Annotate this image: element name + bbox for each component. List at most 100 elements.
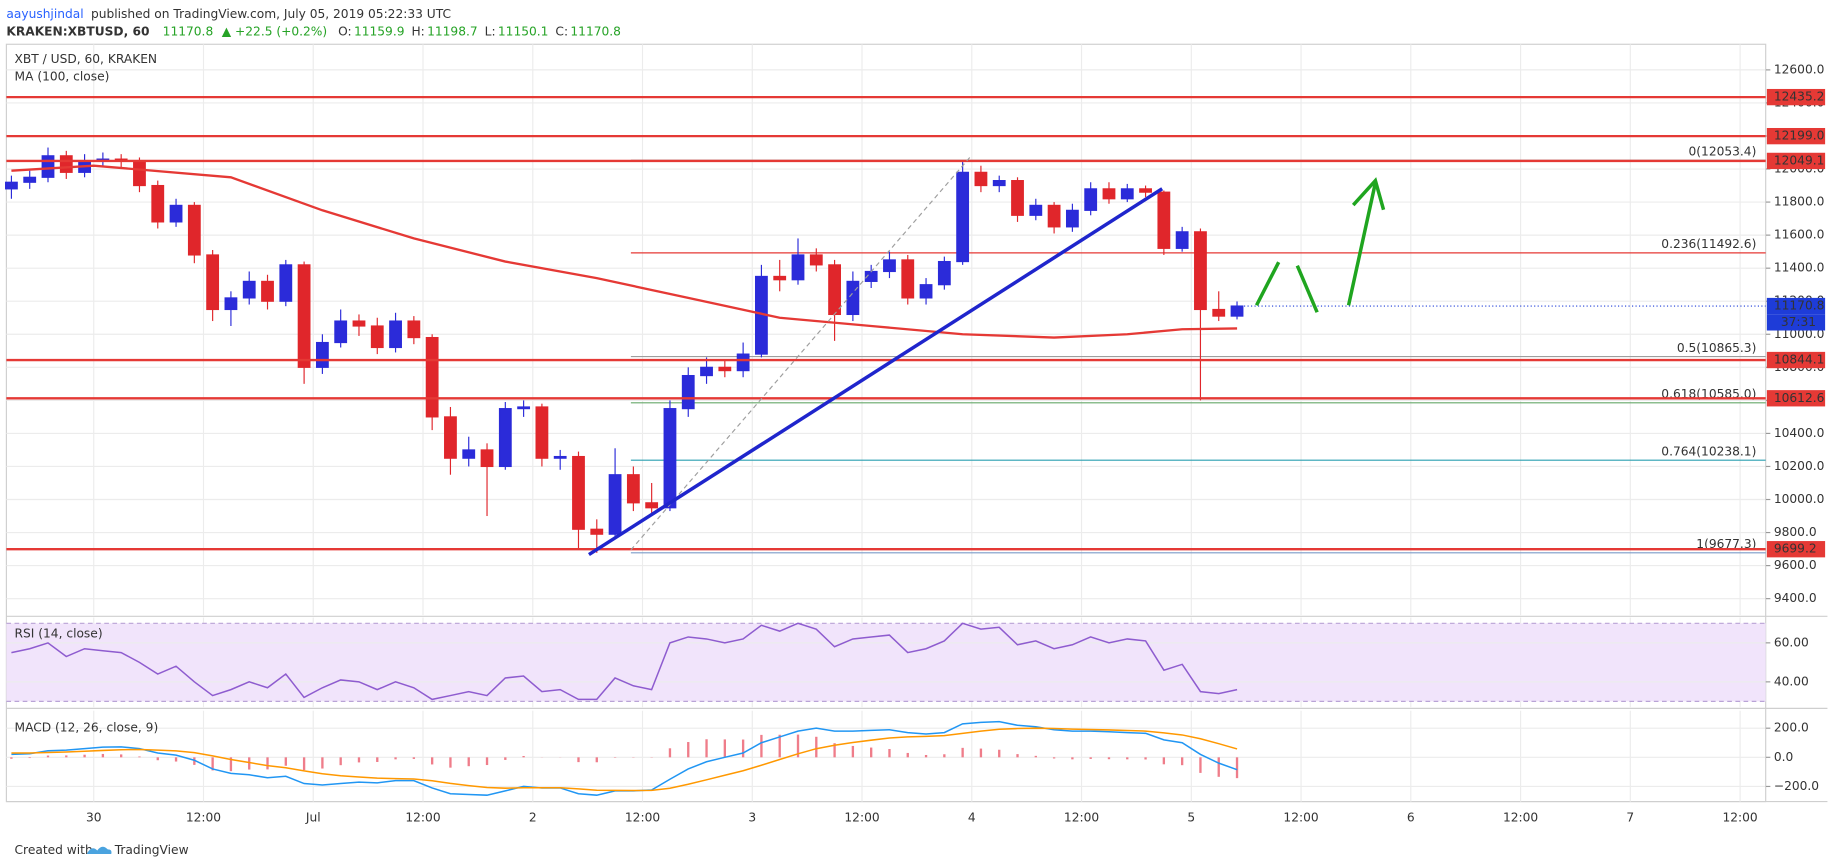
candle-body [974,171,988,187]
candle-body [498,408,512,468]
countdown-tag [1766,314,1826,331]
histogram-bar [888,749,891,758]
candle-body [370,325,384,349]
trend-line [587,187,1164,557]
candle-body [791,254,805,281]
candle-body [1084,188,1098,211]
candle-body [224,297,238,311]
fib-label: 0.764(10238.1) [1661,445,1756,459]
histogram-bar [760,734,763,758]
candle-body [828,264,841,316]
candle-body [937,260,951,286]
header-line-2: KRAKEN:XBTUSD, 60 11170.8 ▲ +22.5 (+0.2%… [6,24,621,38]
candle-body [242,280,256,299]
candle-body [773,275,787,281]
candle-body [261,280,274,302]
histogram-bar [1107,757,1111,760]
x-tick-label: 12:00 [1283,810,1318,824]
histogram-bar [485,757,489,766]
brand-logo [86,846,112,855]
histogram-bar [1071,757,1074,760]
x-tick-label: 7 [1626,810,1634,824]
x-tick-label: 12:00 [844,810,879,824]
pane-title: RSI (14, close) [15,626,103,640]
histogram-bar [193,757,196,765]
x-tick-label: 2 [529,810,537,824]
candle-body [23,176,37,183]
histogram-bar [376,757,379,762]
histogram-bar [851,745,855,758]
histogram-bar [1144,757,1147,760]
author[interactable]: aayushjindal [6,6,83,20]
y-tick-label: 11600.0 [1774,228,1825,242]
candle-body [919,284,933,299]
histogram-bar [229,757,233,772]
histogram-bar [815,736,818,758]
candle-body [334,320,348,344]
candle-body [590,528,604,535]
candle-body [809,254,823,266]
histogram-bar [412,757,416,759]
histogram-bar [1034,755,1037,758]
candle-body [1194,231,1207,311]
histogram-bar [211,757,214,771]
fib-label: 0(12053.4) [1689,145,1757,159]
candle-body [663,408,677,509]
y-tick-label: 40.00 [1774,674,1809,688]
footer-brand[interactable]: TradingView [114,843,189,857]
histogram-bar [46,755,50,758]
footer-text: Created with [15,843,93,857]
candle-body [187,204,201,256]
level-label: 10612.6 [1774,391,1825,405]
candle-body [1212,308,1226,317]
candle-body [279,264,293,302]
candle-body [608,474,622,535]
histogram-bar [687,742,690,758]
histogram-bar [522,756,525,758]
histogram-bar [467,757,470,767]
candle-body [133,160,146,187]
histogram-bar [138,756,141,758]
level-tag [1766,152,1826,170]
histogram-bar [101,753,105,758]
candle-body [206,254,220,311]
countdown: 37:31 [1781,315,1816,329]
ohlc-key: L: [485,24,496,38]
ohlc-key: O: [338,24,352,38]
y-tick-label: 12600.0 [1774,62,1825,76]
histogram-bar [870,747,873,758]
candle-body [480,449,494,468]
candle-body [1120,188,1134,200]
candle-body [956,171,970,263]
ohlc-key: C: [555,24,568,38]
candle-body [5,181,18,190]
legend-title: XBT / USD, 60, KRAKEN [15,52,158,66]
x-tick-label: 12:00 [1722,810,1757,824]
candle-body [681,374,695,410]
histogram-bar [833,743,836,758]
histogram-bar [924,754,928,758]
histogram-bar [83,754,86,758]
fib-label: 0.236(11492.6) [1661,237,1756,251]
x-tick-label: 12:00 [1503,810,1538,824]
histogram-bar [65,755,68,758]
candle-body [59,155,73,173]
histogram-bar [28,757,31,759]
histogram-bar [1180,757,1184,766]
y-tick-label: 9800.0 [1774,525,1817,539]
x-tick-label: 12:00 [1064,810,1099,824]
legend-ma: MA (100, close) [15,69,110,83]
x-tick-label: 12:00 [186,810,221,824]
histogram-bar [705,739,708,758]
x-tick-label: 3 [748,810,756,824]
fib-label: 0.5(10865.3) [1677,341,1757,355]
candle-body [517,406,531,410]
candle-body [645,502,659,509]
moving-average [11,164,1238,339]
candle-body [883,259,896,273]
change: ▲ +22.5 (+0.2%) [222,24,327,38]
y-tick-label: −200.0 [1774,779,1819,793]
histogram-bar [1089,757,1092,759]
histogram-bar [577,757,580,763]
